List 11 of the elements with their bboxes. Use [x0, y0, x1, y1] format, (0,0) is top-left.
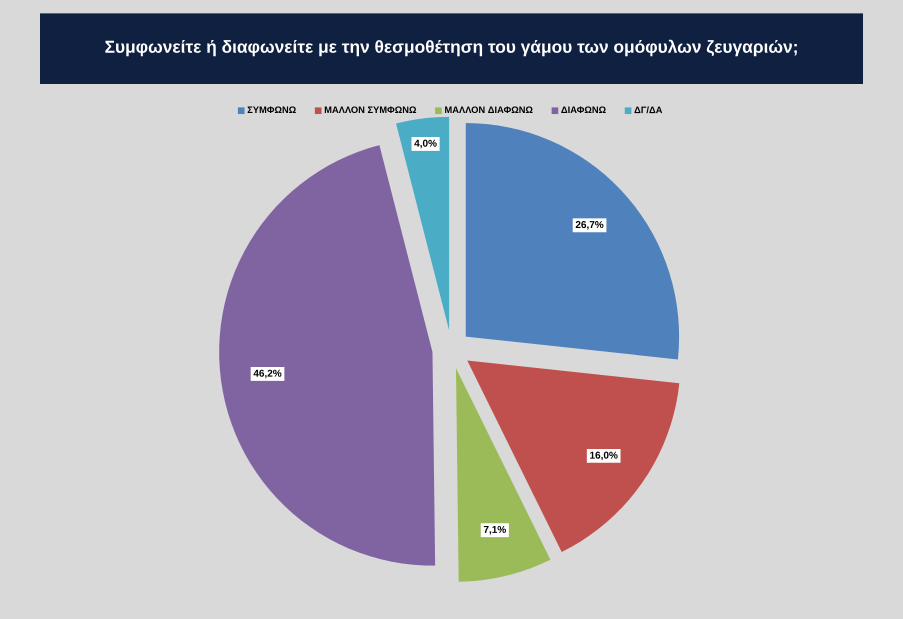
data-label: 7,1%	[484, 526, 506, 534]
data-label: 26,7%	[576, 221, 604, 230]
data-label: 4,0%	[414, 140, 437, 148]
legend-label: ΜΑΛΛΟΝ ΣΥΜΦΩΝΩ	[324, 106, 416, 114]
data-label: 16,0%	[590, 452, 618, 460]
legend-label: ΔΓ/ΔΑ	[634, 106, 662, 114]
legend-label: ΣΥΜΦΩΝΩ	[248, 106, 296, 114]
chart-title: Συμφωνείτε ή διαφωνείτε με την θεσμοθέτηση του γάμου των ομόφυλων ζευγαριών;	[105, 40, 797, 56]
legend-label: ΜΑΛΛΟΝ ΔΙΑΦΩΝΩ	[445, 106, 533, 114]
legend-label: ΔΙΑΦΩΝΩ	[561, 106, 606, 114]
data-label: 46,2%	[253, 370, 282, 378]
